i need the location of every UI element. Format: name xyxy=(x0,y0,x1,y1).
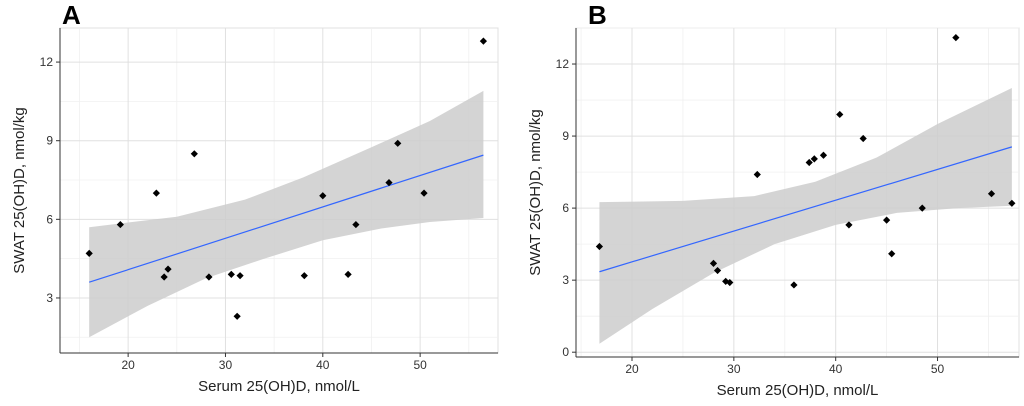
data-point xyxy=(85,249,93,258)
data-point xyxy=(190,150,198,158)
panel-label-b: B xyxy=(588,0,607,30)
data-point xyxy=(227,270,235,278)
y-tick-label: 3 xyxy=(562,273,569,287)
data-point xyxy=(152,189,160,197)
x-axis-title: Serum 25(OH)D, nmol/L xyxy=(198,378,360,395)
data-point xyxy=(479,37,487,45)
scatter-plot-a: 20 30 40 50 3 6 9 12 Serum 25(OH)D, nmol/L SWAT 2… xyxy=(11,27,499,395)
data-point xyxy=(160,273,168,281)
data-point xyxy=(859,134,867,143)
y-axis-title: SWAT 25(OH)D, nmol/kg xyxy=(11,107,28,273)
x-tick-label: 30 xyxy=(727,362,741,376)
data-point xyxy=(1008,199,1016,207)
x-tick-label: 30 xyxy=(219,358,233,372)
x-tick-label: 20 xyxy=(121,358,135,372)
chart-panel-a: 20 30 40 50 3 6 9 12 Serum 25(OH)D, nmol/L SWAT 2… xyxy=(11,0,499,395)
scatter-plot-b: 20 30 40 50 0 3 6 9 12 Serum 25(OH)D, nmol/L SWAT … xyxy=(527,27,1020,399)
panel-label-a: A xyxy=(62,0,81,30)
data-point xyxy=(420,189,428,197)
data-point xyxy=(888,250,896,258)
data-point xyxy=(845,221,853,229)
data-point xyxy=(753,170,761,179)
y-tick-label: 9 xyxy=(562,129,569,143)
confidence-band xyxy=(89,90,484,338)
data-point xyxy=(805,158,813,167)
x-tick-label: 40 xyxy=(316,358,330,372)
y-tick-label: 6 xyxy=(46,212,53,226)
data-point xyxy=(116,220,124,229)
regression-line xyxy=(599,146,1013,273)
data-point xyxy=(952,34,960,42)
x-tick-label: 20 xyxy=(625,362,639,376)
confidence-band xyxy=(599,88,1012,344)
data-point xyxy=(352,220,360,229)
data-point xyxy=(819,151,828,159)
data-point xyxy=(836,110,844,119)
y-axis-title: SWAT 25(OH)D, nmol/kg xyxy=(527,109,544,275)
y-tick-label: 6 xyxy=(562,201,569,215)
data-point xyxy=(164,265,172,273)
y-tick-label: 12 xyxy=(40,55,54,69)
x-tick-label: 50 xyxy=(413,358,427,372)
data-point xyxy=(205,273,213,281)
data-point xyxy=(319,192,327,200)
y-tick-label: 0 xyxy=(562,345,569,359)
regression-line xyxy=(89,154,484,283)
data-point xyxy=(883,216,891,224)
data-point xyxy=(810,155,818,163)
x-tick-label: 50 xyxy=(931,362,945,376)
data-point xyxy=(233,312,241,320)
y-tick-label: 12 xyxy=(556,57,570,71)
y-tick-label: 9 xyxy=(46,134,53,148)
x-axis-title: Serum 25(OH)D, nmol/L xyxy=(717,382,879,399)
data-point xyxy=(987,190,996,198)
data-point xyxy=(790,281,798,289)
data-point xyxy=(236,272,244,280)
chart-panel-b: 20 30 40 50 0 3 6 9 12 Serum 25(OH)D, nmol/L SWAT … xyxy=(512,0,1024,406)
data-point xyxy=(918,204,926,212)
y-tick-label: 3 xyxy=(46,291,53,305)
data-point xyxy=(344,270,352,278)
data-point xyxy=(300,272,308,280)
data-point xyxy=(394,139,402,147)
data-point xyxy=(385,179,393,187)
x-tick-label: 40 xyxy=(829,362,843,376)
